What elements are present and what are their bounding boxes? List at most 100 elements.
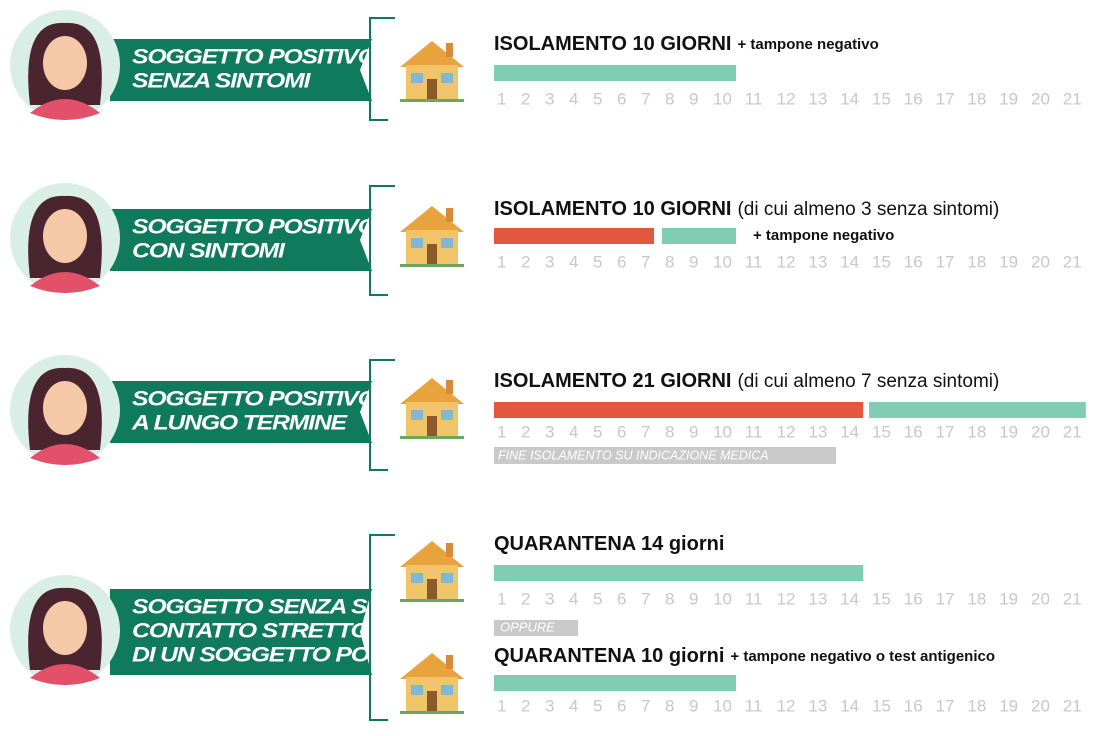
house-door — [427, 79, 437, 99]
day-label: 3 — [545, 589, 554, 608]
plan-title: ISOLAMENTO 10 GIORNI+ tampone negativo — [494, 33, 879, 55]
day-label: 4 — [569, 89, 578, 108]
day-label: 21 — [1063, 696, 1082, 715]
day-label: 12 — [777, 252, 796, 271]
day-label: 1 — [497, 252, 506, 271]
plan-detail: (di cui almeno 7 senza sintomi) — [737, 371, 999, 392]
bracket — [370, 18, 395, 120]
day-label: 8 — [665, 696, 674, 715]
day-label: 8 — [665, 252, 674, 271]
infographic: SOGGETTO POSITIVOSENZA SINTOMIISOLAMENTO… — [0, 0, 1120, 736]
day-label: 18 — [967, 696, 986, 715]
house-window — [411, 573, 423, 583]
day-label: 17 — [936, 89, 955, 108]
house-roof — [400, 41, 464, 67]
day-label: 5 — [593, 422, 602, 441]
house-window — [441, 573, 453, 583]
day-label: 20 — [1031, 89, 1050, 108]
day-label: 18 — [967, 252, 986, 271]
day-label: 13 — [808, 252, 827, 271]
bracket — [370, 360, 395, 470]
house-chimney — [446, 208, 453, 222]
day-label: 15 — [872, 252, 891, 271]
plan-title-main: QUARANTENA 14 giorni — [494, 533, 724, 555]
day-label: 3 — [545, 422, 554, 441]
house-window — [411, 410, 423, 420]
day-bar — [869, 402, 1086, 418]
day-label: 20 — [1031, 696, 1050, 715]
plan-title: ISOLAMENTO 10 GIORNI(di cui almeno 3 sen… — [494, 198, 999, 220]
day-label: 8 — [665, 422, 674, 441]
day-label: 19 — [999, 696, 1018, 715]
day-label: 9 — [689, 89, 698, 108]
house-icon — [400, 541, 464, 602]
house-door — [427, 579, 437, 599]
day-label: 12 — [777, 589, 796, 608]
day-label: 6 — [617, 696, 626, 715]
day-label: 4 — [569, 589, 578, 608]
day-label: 6 — [617, 89, 626, 108]
day-label: 9 — [689, 696, 698, 715]
day-label: 8 — [665, 89, 674, 108]
day-label: 21 — [1063, 89, 1082, 108]
house-icon — [400, 206, 464, 267]
house-chimney — [446, 655, 453, 669]
house-ground — [400, 264, 464, 267]
label-line: CON SINTOMI — [132, 238, 286, 262]
day-label: 5 — [593, 696, 602, 715]
day-label: 7 — [641, 422, 650, 441]
day-label: 4 — [569, 422, 578, 441]
house-door — [427, 244, 437, 264]
day-label: 14 — [840, 696, 859, 715]
house-chimney — [446, 543, 453, 557]
label-line: SOGGETTO POSITIVO — [132, 386, 377, 410]
day-label: 17 — [936, 589, 955, 608]
day-label: 11 — [745, 422, 763, 441]
day-label: 10 — [713, 696, 732, 715]
day-bar — [494, 565, 863, 581]
house-ground — [400, 436, 464, 439]
house-window — [441, 73, 453, 83]
day-label: 18 — [967, 589, 986, 608]
day-label: 6 — [617, 422, 626, 441]
day-label: 7 — [641, 252, 650, 271]
day-label: 13 — [808, 422, 827, 441]
plan-title-main: QUARANTENA 10 giorni — [494, 645, 724, 667]
day-label: 2 — [521, 696, 530, 715]
bar-note: + tampone negativo — [753, 227, 894, 244]
day-label: 14 — [840, 422, 859, 441]
day-label: 11 — [745, 696, 763, 715]
day-label: 5 — [593, 89, 602, 108]
plan-title: ISOLAMENTO 21 GIORNI(di cui almeno 7 sen… — [494, 370, 999, 392]
day-label: 16 — [904, 252, 923, 271]
house-chimney — [446, 43, 453, 57]
label-line: CONTATTO STRETTO — [132, 618, 370, 642]
day-label: 9 — [689, 422, 698, 441]
day-label: 5 — [593, 252, 602, 271]
day-label: 2 — [521, 422, 530, 441]
day-label: 12 — [777, 422, 796, 441]
day-label: 12 — [777, 696, 796, 715]
day-label: 16 — [904, 696, 923, 715]
day-label: 10 — [713, 252, 732, 271]
day-label: 14 — [840, 589, 859, 608]
day-label: 19 — [999, 89, 1018, 108]
day-label: 17 — [936, 696, 955, 715]
plan-title-note: + tampone negativo — [737, 36, 878, 53]
avatar-face — [43, 601, 87, 655]
day-label: 1 — [497, 589, 506, 608]
day-label: 13 — [808, 696, 827, 715]
day-label: 21 — [1063, 252, 1082, 271]
house-window — [411, 73, 423, 83]
house-window — [441, 410, 453, 420]
day-label: 7 — [641, 696, 650, 715]
day-label: 6 — [617, 589, 626, 608]
plan-title: QUARANTENA 10 giorni+ tampone negativo o… — [494, 645, 995, 667]
day-label: 1 — [497, 89, 506, 108]
day-label: 13 — [808, 89, 827, 108]
day-label: 18 — [967, 422, 986, 441]
day-bar — [494, 65, 736, 81]
label-line: SOGGETTO POSITIVO — [132, 214, 377, 238]
day-label: 20 — [1031, 252, 1050, 271]
plan-title-main: ISOLAMENTO 10 GIORNI — [494, 198, 731, 220]
